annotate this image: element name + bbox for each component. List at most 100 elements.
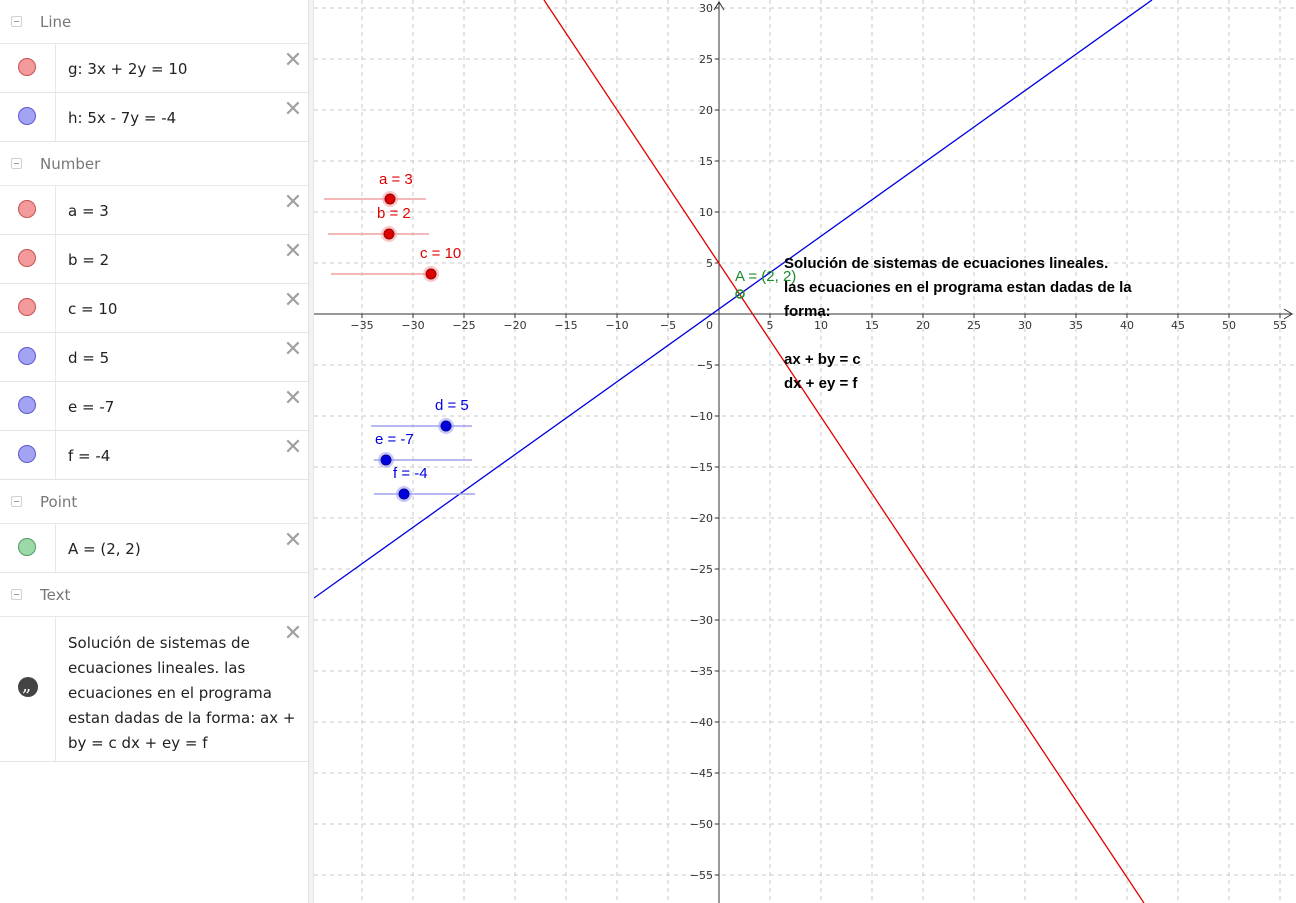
x-tick-label: −25: [452, 319, 475, 332]
close-icon[interactable]: ✕: [283, 48, 303, 73]
point-center: [738, 292, 742, 296]
collapse-icon[interactable]: [11, 589, 22, 600]
algebra-row-number-a[interactable]: a = 3 ✕: [0, 186, 308, 235]
algebra-expression[interactable]: g: 3x + 2y = 10: [68, 60, 188, 78]
visibility-toggle[interactable]: [18, 538, 36, 556]
line-g[interactable]: [543, 0, 1145, 903]
algebra-row-number-c[interactable]: c = 10 ✕: [0, 284, 308, 333]
algebra-expression[interactable]: Solución de sistemas de ecuaciones linea…: [68, 634, 296, 752]
algebra-expression[interactable]: a = 3: [68, 202, 109, 220]
algebra-row-number-e[interactable]: e = -7 ✕: [0, 382, 308, 431]
slider-handle[interactable]: [383, 228, 395, 240]
close-icon[interactable]: ✕: [283, 386, 303, 411]
view-divider[interactable]: [308, 0, 314, 903]
slider-b[interactable]: b = 2: [328, 205, 429, 242]
algebra-expression[interactable]: h: 5x - 7y = -4: [68, 109, 177, 127]
collapse-icon[interactable]: [11, 16, 22, 27]
y-tick-label: 30: [699, 2, 713, 15]
origin-label: 0: [706, 319, 713, 332]
algebra-expression[interactable]: d = 5: [68, 349, 110, 367]
y-tick-label: 5: [706, 257, 713, 270]
marble-cell: [0, 44, 56, 92]
algebra-expression[interactable]: A = (2, 2): [68, 540, 141, 558]
slider-handle[interactable]: [425, 268, 437, 280]
algebra-expression[interactable]: c = 10: [68, 300, 118, 318]
close-icon[interactable]: ✕: [283, 239, 303, 264]
y-tick-label: −30: [690, 614, 713, 627]
category-point[interactable]: Point: [0, 480, 308, 524]
y-tick-label: −40: [690, 716, 713, 729]
algebra-row-point-a[interactable]: A = (2, 2) ✕: [0, 524, 308, 573]
visibility-toggle[interactable]: [18, 347, 36, 365]
x-tick-labels: −35 −30 −25 −20 −15 −10 −5 5 10 15 20 25 30 35 40 45 50 5…: [350, 314, 1287, 332]
graphics-view[interactable]: −35 −30 −25 −20 −15 −10 −5 5 10 15 20 25 30 35 40 45 50 5…: [314, 0, 1296, 903]
close-icon[interactable]: ✕: [283, 621, 303, 646]
x-tick-label: −20: [503, 319, 526, 332]
text-block[interactable]: Solución de sistemas de ecuaciones linea…: [784, 255, 1132, 392]
category-label: Line: [40, 13, 72, 31]
close-icon[interactable]: ✕: [283, 337, 303, 362]
algebra-expression[interactable]: b = 2: [68, 251, 110, 269]
slider-e[interactable]: e = -7: [374, 431, 472, 468]
visibility-toggle[interactable]: [18, 249, 36, 267]
algebra-row-number-b[interactable]: b = 2 ✕: [0, 235, 308, 284]
slider-label: d = 5: [435, 397, 469, 414]
slider-a[interactable]: a = 3: [324, 171, 426, 207]
category-text[interactable]: Text: [0, 573, 308, 617]
visibility-toggle[interactable]: [18, 396, 36, 414]
algebra-row-line-g[interactable]: g: 3x + 2y = 10 ✕: [0, 44, 308, 93]
y-tick-labels: 30 25 20 15 10 5 −5 −10 −15 −20 −25 −30 −35 −40 −45 −50…: [690, 2, 719, 882]
point-A[interactable]: A = (2, 2): [735, 268, 796, 299]
y-tick-label: −20: [690, 512, 713, 525]
y-tick-label: −15: [690, 461, 713, 474]
line-h[interactable]: [314, 0, 1153, 599]
x-axis-arrow: [1283, 308, 1293, 320]
visibility-toggle[interactable]: [18, 445, 36, 463]
slider-handle[interactable]: [440, 420, 452, 432]
x-tick-label: 30: [1018, 319, 1032, 332]
algebra-row-text[interactable]: „ Solución de sistemas de ecuaciones lin…: [0, 617, 308, 762]
slider-c[interactable]: c = 10: [331, 245, 461, 282]
x-tick-label: 20: [916, 319, 930, 332]
visibility-toggle[interactable]: [18, 200, 36, 218]
algebra-row-number-d[interactable]: d = 5 ✕: [0, 333, 308, 382]
close-icon[interactable]: ✕: [283, 190, 303, 215]
marble-cell: [0, 524, 56, 572]
close-icon[interactable]: ✕: [283, 288, 303, 313]
slider-handle[interactable]: [398, 488, 410, 500]
close-icon[interactable]: ✕: [283, 97, 303, 122]
marble-cell: „: [0, 617, 56, 761]
slider-handle[interactable]: [380, 454, 392, 466]
quote-icon[interactable]: „: [18, 675, 38, 697]
y-tick-label: 20: [699, 104, 713, 117]
category-number[interactable]: Number: [0, 142, 308, 186]
visibility-toggle[interactable]: [18, 298, 36, 316]
x-tick-label: −35: [350, 319, 373, 332]
algebra-view: Line g: 3x + 2y = 10 ✕ h: 5x - 7y = -4 ✕…: [0, 0, 308, 903]
visibility-toggle[interactable]: [18, 58, 36, 76]
y-tick-label: −35: [690, 665, 713, 678]
algebra-row-number-f[interactable]: f = -4 ✕: [0, 431, 308, 480]
y-tick-label: 25: [699, 53, 713, 66]
algebra-row-line-h[interactable]: h: 5x - 7y = -4 ✕: [0, 93, 308, 142]
visibility-toggle[interactable]: [18, 107, 36, 125]
point-marker[interactable]: [735, 289, 745, 299]
slider-handle[interactable]: [384, 193, 396, 205]
marble-cell: [0, 235, 56, 283]
category-line[interactable]: Line: [0, 0, 308, 44]
collapse-icon[interactable]: [11, 158, 22, 169]
algebra-expression[interactable]: f = -4: [68, 447, 111, 465]
close-icon[interactable]: ✕: [283, 528, 303, 553]
slider-d[interactable]: d = 5: [371, 397, 472, 434]
marble-cell: [0, 382, 56, 430]
y-tick-label: −45: [690, 767, 713, 780]
algebra-expression[interactable]: e = -7: [68, 398, 115, 416]
marble-cell: [0, 431, 56, 479]
collapse-icon[interactable]: [11, 496, 22, 507]
y-tick-label: −50: [690, 818, 713, 831]
close-icon[interactable]: ✕: [283, 435, 303, 460]
slider-f[interactable]: f = -4: [374, 465, 475, 502]
graphics-canvas[interactable]: −35 −30 −25 −20 −15 −10 −5 5 10 15 20 25 30 35 40 45 50 5…: [314, 0, 1296, 903]
axes: [314, 1, 1293, 903]
y-tick-label: −5: [697, 359, 713, 372]
